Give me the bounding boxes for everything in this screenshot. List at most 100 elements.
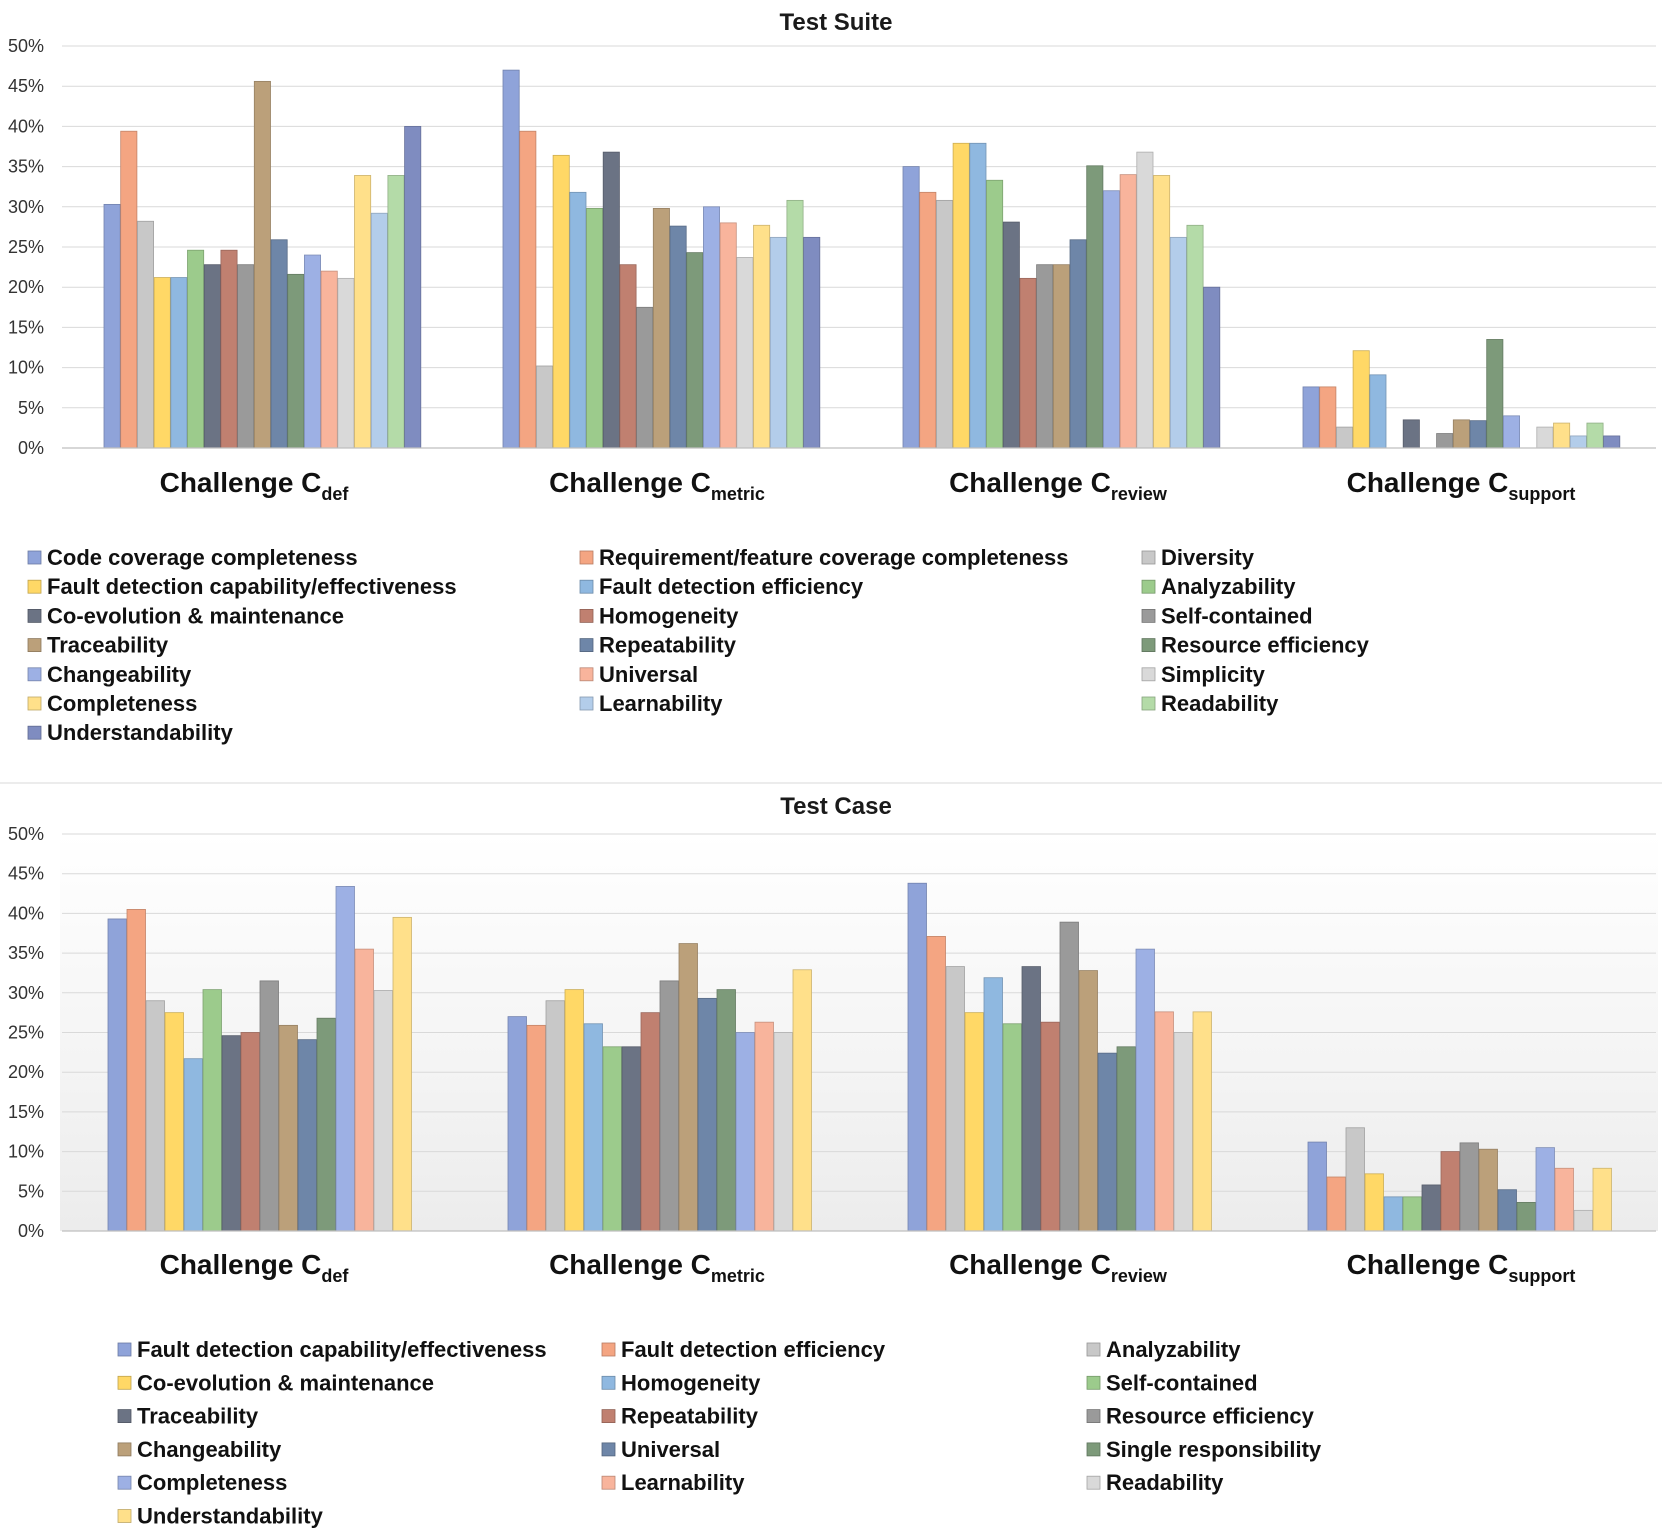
legend-item: Analyzability — [1086, 1337, 1241, 1362]
bar-homogeneity-def — [220, 249, 238, 449]
legend-item: Universal — [579, 662, 698, 687]
bar-traceability-review — [1052, 264, 1070, 449]
bar-learnability-review — [1169, 236, 1187, 449]
bar-completeness-metric — [735, 1032, 755, 1232]
bar-readability-def — [373, 990, 393, 1232]
legend-label: Self-contained — [1106, 1370, 1258, 1395]
legend-item: Fault detection efficiency — [579, 574, 864, 599]
y-tick-label: 25% — [8, 1023, 44, 1043]
bar-simplicity-metric — [736, 257, 754, 449]
legend-label: Fault detection capability/effectiveness — [47, 574, 457, 599]
bar-traceability-metric — [652, 208, 670, 449]
bar-homogeneity-review — [983, 977, 1003, 1232]
legend-item: Code coverage completeness — [27, 545, 358, 570]
y-tick-label: 30% — [8, 197, 44, 217]
legend-swatch — [117, 1375, 132, 1390]
bar-traceability-def — [253, 80, 271, 449]
bar-self-contained-def — [202, 989, 222, 1232]
legend-item: Changeability — [117, 1437, 282, 1462]
bar-co-evolution-maintenance-review — [1002, 221, 1020, 449]
bar-readability-metric — [786, 199, 804, 449]
legend-swatch — [579, 696, 594, 711]
legend-swatch — [579, 579, 594, 594]
bar-traceability-review — [1021, 966, 1041, 1232]
bar-resource-efficiency-support — [1459, 1142, 1479, 1232]
bar-analyzability-support — [1345, 1127, 1365, 1232]
legend-swatch — [1141, 638, 1156, 652]
legend-swatch — [579, 550, 594, 565]
legend-swatch — [1141, 609, 1156, 623]
legend-item: Self-contained — [1086, 1370, 1258, 1395]
bar-requirement-feature-coverage-completeness-metric — [519, 130, 537, 449]
legend-item: Homogeneity — [579, 603, 739, 628]
bar-fault-detection-capability-effectiveness-review — [907, 882, 927, 1232]
y-tick-label: 30% — [8, 983, 44, 1003]
legend-item: Readability — [1141, 691, 1279, 716]
bar-learnability-review — [1154, 1011, 1174, 1232]
bar-code-coverage-completeness-review — [902, 166, 920, 449]
bar-diversity-review — [936, 199, 954, 449]
legend-label: Learnability — [599, 691, 723, 716]
legend-swatch — [601, 1342, 616, 1357]
bar-understandability-support — [1592, 1167, 1612, 1232]
legend-label: Co-evolution & maintenance — [137, 1370, 434, 1395]
bar-resource-efficiency-review — [1086, 165, 1104, 449]
bar-fault-detection-capability-effectiveness-metric — [552, 154, 570, 449]
bar-simplicity-review — [1136, 151, 1154, 449]
chart-title: Test Suite — [780, 9, 893, 36]
legend-item: Readability — [1086, 1470, 1224, 1495]
bar-fault-detection-efficiency-support — [1369, 374, 1387, 449]
bar-repeatability-review — [1069, 239, 1087, 449]
y-tick-label: 5% — [18, 1181, 44, 1201]
bar-learnability-metric — [769, 236, 787, 449]
bar-single-responsibility-def — [316, 1017, 336, 1232]
bar-fault-detection-capability-effectiveness-support — [1307, 1141, 1327, 1232]
bar-homogeneity-metric — [619, 264, 637, 449]
bar-simplicity-def — [337, 277, 355, 449]
legend-item: Analyzability — [1141, 574, 1296, 599]
bar-self-contained-metric — [636, 306, 654, 449]
bar-requirement-feature-coverage-completeness-review — [919, 191, 937, 449]
legend-item: Single responsibility — [1086, 1437, 1322, 1462]
legend-swatch — [27, 725, 42, 740]
bar-single-responsibility-support — [1516, 1202, 1536, 1232]
bar-changeability-metric — [678, 943, 698, 1232]
legend-swatch — [579, 609, 594, 623]
legend-swatch — [579, 638, 594, 652]
bar-changeability-def — [278, 1024, 298, 1232]
test-suite-chart: Test Suite 0% 5% 10% 15% 20% 25% 30% 35% 40% 45% 5… — [8, 9, 1656, 745]
bar-co-evolution-maintenance-def — [164, 1012, 184, 1232]
y-tick-label: 25% — [8, 237, 44, 257]
bar-changeability-review — [1103, 190, 1121, 449]
legend-label: Understandability — [47, 720, 234, 745]
test-case-chart: Test Case 0% 5% 10% 15% 20% 25% 30% 35% 40% 45% 50… — [8, 793, 1658, 1529]
bar-changeability-support — [1478, 1148, 1498, 1232]
legend-item: Co-evolution & maintenance — [117, 1370, 434, 1395]
bar-self-contained-def — [237, 264, 255, 449]
legend-label: Universal — [599, 662, 698, 687]
legend-label: Learnability — [621, 1470, 745, 1495]
legend-label: Homogeneity — [621, 1370, 761, 1395]
legend-label: Co-evolution & maintenance — [47, 603, 344, 628]
legend-label: Repeatability — [599, 633, 737, 658]
legend-label: Traceability — [137, 1404, 259, 1429]
bar-analyzability-metric — [545, 1000, 565, 1232]
bar-resource-efficiency-metric — [659, 980, 679, 1232]
bar-co-evolution-maintenance-def — [203, 264, 221, 449]
bar-analyzability-def — [187, 249, 205, 449]
y-tick-label: 15% — [8, 1102, 44, 1122]
legend-item: Resource efficiency — [1086, 1404, 1315, 1429]
bar-learnability-metric — [754, 1021, 774, 1232]
legend-label: Changeability — [137, 1437, 282, 1462]
bar-fault-detection-efficiency-metric — [569, 191, 587, 449]
bar-resource-efficiency-metric — [686, 252, 704, 449]
bar-traceability-support — [1452, 419, 1470, 449]
bar-analyzability-review — [945, 966, 965, 1232]
bar-simplicity-support — [1536, 426, 1554, 449]
legend-swatch — [117, 1342, 132, 1357]
bar-universal-metric — [697, 997, 717, 1232]
category-label-metric: Challenge Cmetric — [549, 1249, 765, 1286]
bar-readability-support — [1586, 422, 1604, 449]
bar-readability-metric — [773, 1032, 793, 1232]
